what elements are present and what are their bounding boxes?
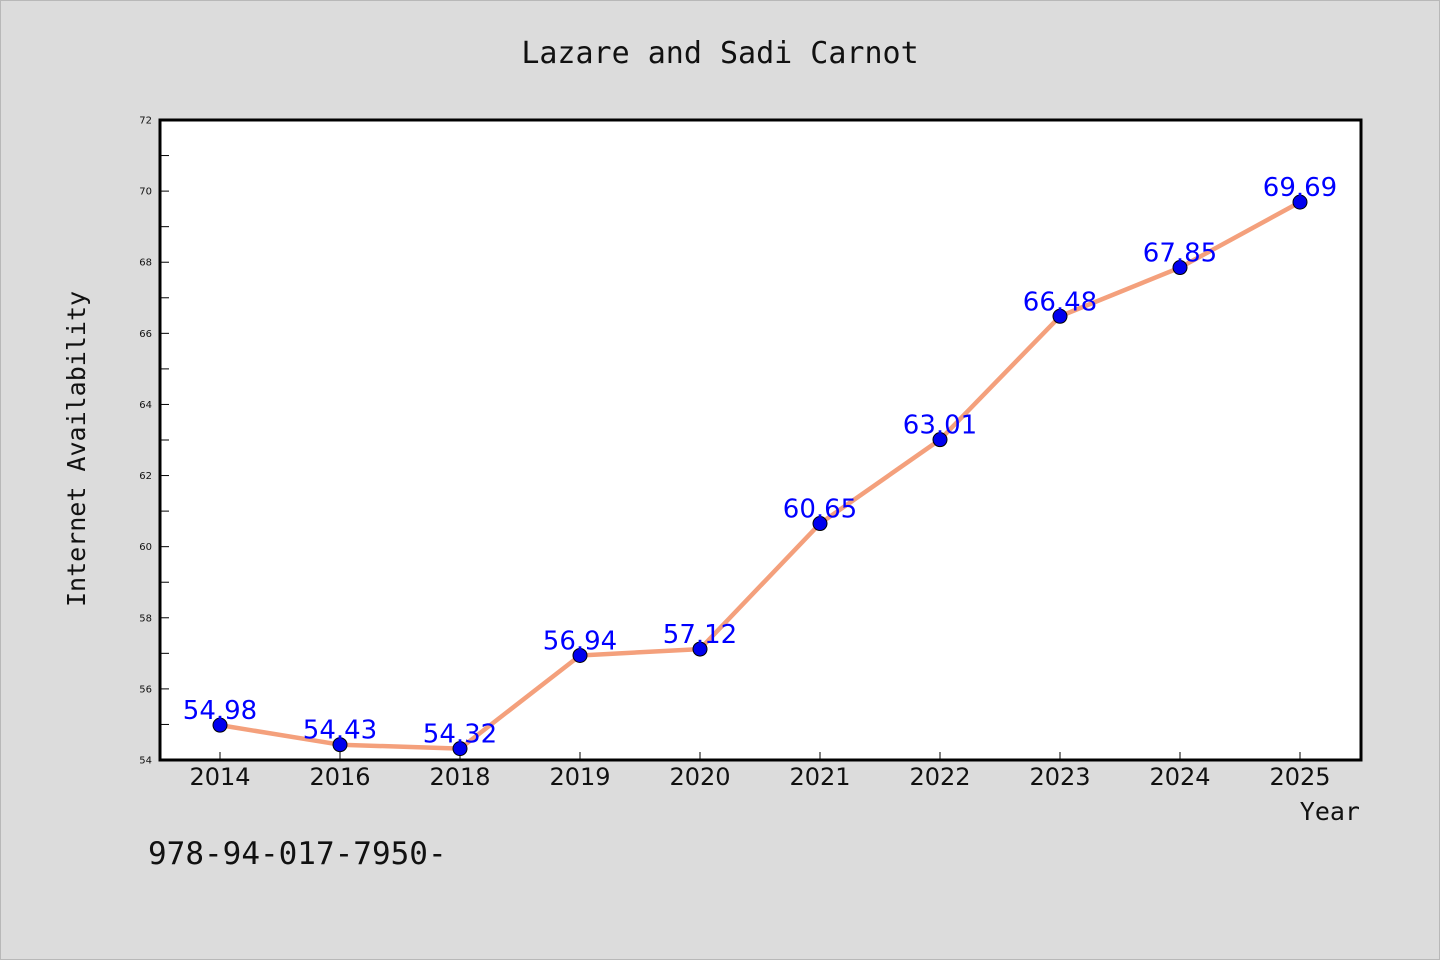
data-point [692, 641, 708, 657]
data-label: 60.65 [783, 495, 857, 525]
x-tick-label: 2020 [669, 763, 730, 791]
x-tick-label: 2018 [429, 763, 490, 791]
y-tick-label: 62 [139, 471, 152, 482]
x-tick-label: 2014 [189, 763, 250, 791]
data-labels: 54.98 54.43 54.32 56.94 57.12 60.65 63.01 66.48… [183, 173, 1337, 749]
y-tick-label: 56 [139, 684, 152, 695]
data-label: 67.85 [1143, 239, 1217, 269]
y-tick-label: 64 [139, 400, 152, 411]
y-tick-label: 58 [139, 613, 152, 624]
x-tick-label: 2025 [1269, 763, 1330, 791]
data-label: 63.01 [903, 411, 977, 441]
data-label: 54.43 [303, 716, 377, 746]
data-label: 54.32 [423, 720, 497, 750]
x-tick-label: 2019 [549, 763, 610, 791]
data-label: 66.48 [1023, 287, 1097, 317]
x-tick-label: 2016 [309, 763, 370, 791]
y-tick-label: 54 [139, 756, 152, 767]
y-tick-label: 68 [139, 258, 152, 269]
plot-area [158, 118, 1363, 762]
data-point [1052, 308, 1068, 324]
x-tick-label: 2024 [1149, 763, 1210, 791]
data-label: 56.94 [543, 626, 617, 656]
data-point [812, 516, 828, 532]
data-point [1292, 194, 1308, 210]
x-tick-label: 2021 [789, 763, 850, 791]
chart-title: Lazare and Sadi Carnot [521, 36, 918, 71]
data-label: 69.69 [1263, 173, 1337, 203]
x-axis-ticks: 2014 2016 2018 2019 2020 2021 2022 2023 2024 2025 [189, 752, 1331, 791]
series-line [219, 200, 1302, 751]
y-axis-ticks: 54 56 58 60 62 64 66 68 70 72 [139, 116, 169, 767]
y-tick-label: 72 [139, 116, 152, 127]
y-tick-label: 70 [139, 187, 152, 198]
x-tick-label: 2023 [1029, 763, 1090, 791]
isbn-annotation: 978-94-017-7950- [148, 836, 447, 872]
data-point [332, 737, 348, 753]
y-tick-label: 60 [139, 542, 152, 553]
y-tick-label: 66 [139, 329, 152, 340]
data-point [212, 717, 228, 733]
series [212, 194, 1308, 757]
x-tick-label: 2022 [909, 763, 970, 791]
data-label: 57.12 [663, 620, 737, 650]
data-label: 54.98 [183, 696, 257, 726]
data-point [452, 741, 468, 757]
data-point [572, 647, 588, 663]
y-axis-label: Internet Availability [62, 291, 91, 607]
x-axis-label: Year [1300, 797, 1360, 826]
data-point [1172, 260, 1188, 276]
data-point [932, 432, 948, 448]
